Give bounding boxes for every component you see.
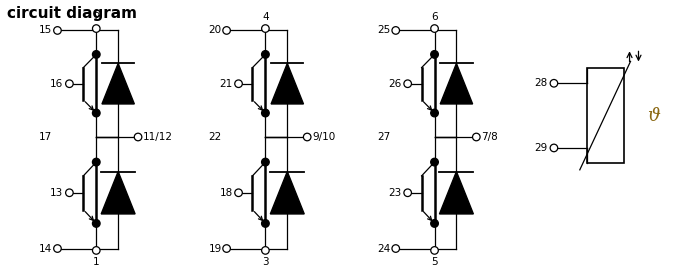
Text: circuit diagram: circuit diagram [7, 6, 137, 21]
Circle shape [262, 158, 269, 166]
Circle shape [235, 80, 243, 88]
Circle shape [550, 144, 558, 152]
Text: 14: 14 [39, 244, 52, 254]
Circle shape [93, 158, 100, 166]
Polygon shape [102, 64, 135, 104]
Circle shape [262, 109, 269, 117]
Text: 11/12: 11/12 [143, 132, 173, 142]
Text: 13: 13 [50, 188, 63, 198]
Circle shape [54, 27, 61, 34]
Circle shape [93, 109, 100, 117]
Text: 23: 23 [388, 188, 402, 198]
Text: 17: 17 [39, 132, 52, 142]
Circle shape [473, 133, 480, 141]
Text: 9/10: 9/10 [312, 132, 335, 142]
Circle shape [404, 80, 412, 88]
Circle shape [431, 220, 438, 227]
Text: 7/8: 7/8 [482, 132, 498, 142]
Circle shape [392, 27, 400, 34]
Text: 28: 28 [534, 78, 548, 88]
Text: 29: 29 [534, 143, 548, 153]
Circle shape [431, 158, 438, 166]
Circle shape [93, 247, 100, 254]
Circle shape [235, 189, 243, 197]
Circle shape [550, 79, 558, 87]
Text: 5: 5 [431, 257, 438, 267]
Circle shape [134, 133, 142, 141]
Circle shape [431, 51, 438, 58]
Text: 4: 4 [262, 11, 269, 22]
Text: 15: 15 [39, 25, 52, 35]
Circle shape [431, 247, 438, 254]
Text: ϑ: ϑ [647, 107, 660, 124]
Bar [587, 68, 624, 163]
Circle shape [66, 80, 74, 88]
Circle shape [262, 51, 269, 58]
Circle shape [93, 51, 100, 58]
Circle shape [93, 220, 100, 227]
Text: 22: 22 [208, 132, 222, 142]
Text: 26: 26 [388, 79, 402, 89]
Text: 6: 6 [431, 11, 438, 22]
Polygon shape [271, 64, 304, 104]
Circle shape [223, 245, 230, 252]
Circle shape [66, 189, 74, 197]
Circle shape [431, 109, 438, 117]
Circle shape [223, 27, 230, 34]
Text: 18: 18 [219, 188, 233, 198]
Polygon shape [271, 171, 304, 214]
Polygon shape [440, 64, 473, 104]
Circle shape [54, 245, 61, 252]
Circle shape [431, 25, 438, 32]
Circle shape [262, 25, 269, 32]
Text: 27: 27 [378, 132, 391, 142]
Circle shape [392, 245, 400, 252]
Polygon shape [440, 171, 473, 214]
Text: 25: 25 [378, 25, 391, 35]
Polygon shape [101, 171, 135, 214]
Text: 2: 2 [93, 11, 100, 22]
Text: 19: 19 [208, 244, 222, 254]
Text: 3: 3 [262, 257, 269, 267]
Circle shape [262, 247, 269, 254]
Circle shape [404, 189, 412, 197]
Text: 1: 1 [93, 257, 100, 267]
Text: 16: 16 [50, 79, 63, 89]
Text: 21: 21 [219, 79, 233, 89]
Circle shape [93, 25, 100, 32]
Text: 24: 24 [378, 244, 391, 254]
Circle shape [304, 133, 311, 141]
Text: 20: 20 [208, 25, 222, 35]
Circle shape [262, 220, 269, 227]
